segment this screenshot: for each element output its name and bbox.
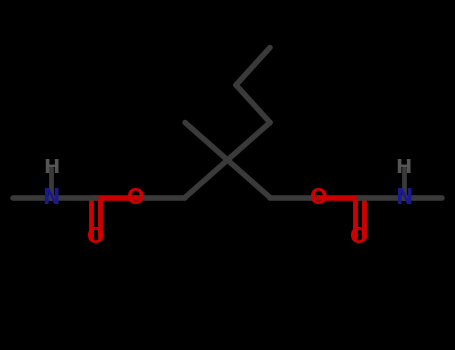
Text: H: H [396, 158, 412, 177]
Text: N: N [395, 188, 413, 208]
Text: O: O [350, 227, 368, 247]
Text: O: O [87, 227, 105, 247]
Text: H: H [43, 158, 59, 177]
Text: O: O [310, 188, 328, 208]
Text: N: N [42, 188, 60, 208]
Text: O: O [127, 188, 145, 208]
